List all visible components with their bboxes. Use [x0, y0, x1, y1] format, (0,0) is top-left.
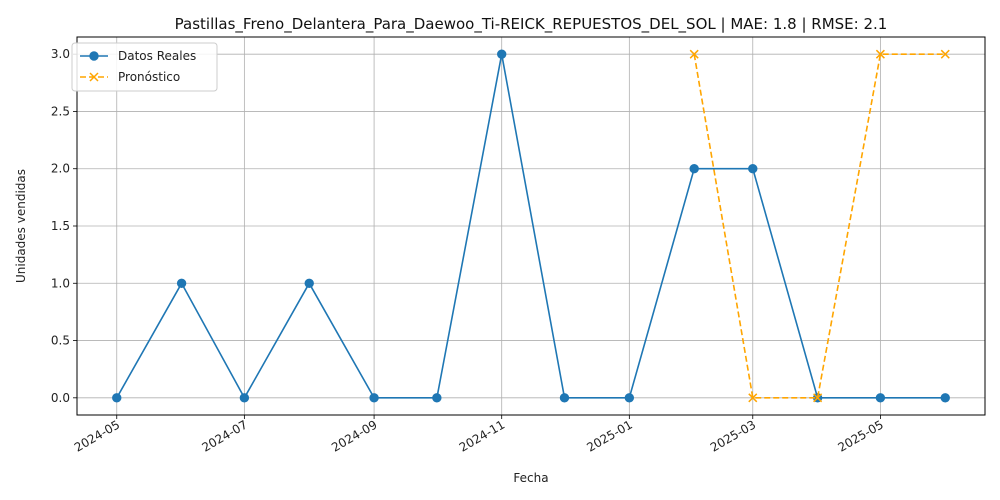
series-group	[112, 49, 950, 403]
actual-point	[748, 164, 758, 174]
actual-point	[176, 278, 187, 288]
chart-title: Pastillas_Freno_Delantera_Para_Daewoo_Ti…	[175, 15, 888, 34]
forecast-point	[875, 49, 885, 59]
legend-actual-label: Datos Reales	[118, 49, 196, 63]
forecast-point	[748, 393, 758, 403]
marker-stroke	[940, 49, 950, 59]
actual-point	[497, 49, 507, 59]
x-tick-label: 2024-05	[72, 417, 122, 454]
y-tick-label: 1.5	[51, 219, 70, 233]
x-tick-label: 2025-01	[584, 417, 634, 454]
legend-actual-marker	[89, 51, 99, 61]
forecast-point	[813, 393, 823, 403]
actual-line	[116, 54, 946, 400]
y-axis-title: Unidades vendidas	[14, 169, 28, 283]
y-tick-label: 2.5	[51, 104, 70, 118]
legend-forecast-label: Pronóstico	[118, 70, 180, 84]
actual-point	[304, 278, 314, 288]
legend-forecast-marker	[89, 72, 99, 82]
x-tick-label: 2024-07	[199, 417, 249, 454]
actual-point	[369, 393, 379, 403]
x-tick-label: 2024-09	[329, 417, 379, 454]
forecast-point	[689, 49, 699, 59]
y-tick-label: 2.0	[51, 162, 70, 176]
y-tick-label: 3.0	[51, 47, 70, 61]
actual-point	[559, 393, 570, 403]
x-axis-title: Fecha	[513, 471, 548, 485]
forecast-line	[693, 53, 946, 399]
y-tick-label: 0.0	[51, 391, 70, 405]
legend: Datos Reales Pronóstico	[71, 42, 218, 92]
actual-point	[624, 393, 635, 403]
x-tick-label: 2025-03	[708, 417, 758, 454]
grid	[77, 37, 985, 415]
marker-stroke	[748, 393, 758, 403]
marker-stroke	[689, 49, 699, 59]
actual-point	[112, 393, 122, 403]
forecast-series	[689, 49, 950, 403]
y-tick-label: 0.5	[51, 334, 70, 348]
actual-point	[432, 393, 442, 403]
actual-point	[875, 393, 886, 403]
actual-point	[239, 393, 250, 403]
x-tick-label: 2024-11	[457, 417, 507, 454]
actual-point	[940, 393, 950, 403]
forecast-point	[940, 49, 950, 59]
y-tick-label: 1.0	[51, 276, 70, 290]
ticks: 2024-05 2024-07 2024-09 2024-11 2025-01 2025-…	[51, 47, 886, 454]
marker-stroke	[813, 393, 823, 403]
actual-point	[689, 164, 699, 174]
actual-series	[112, 49, 950, 403]
marker-stroke	[875, 49, 885, 59]
marker-stroke	[89, 72, 99, 82]
legend-box	[71, 42, 218, 92]
x-tick-label: 2025-05	[835, 417, 885, 454]
